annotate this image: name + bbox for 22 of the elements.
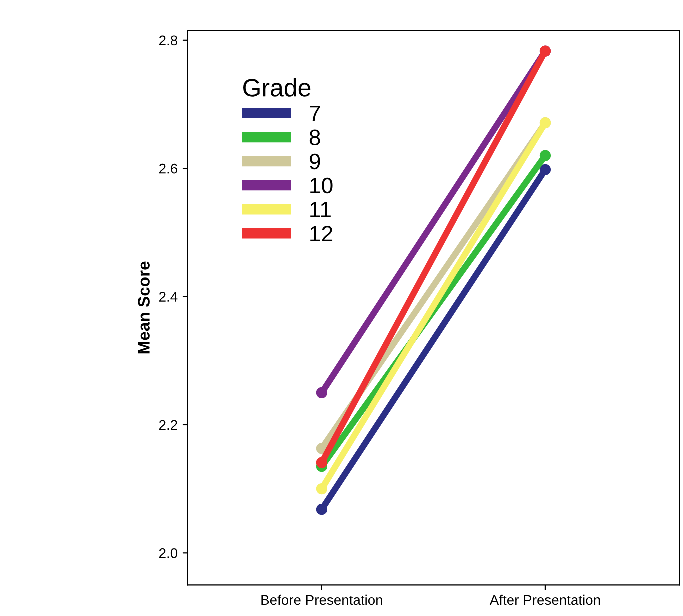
legend-title: Grade [244, 78, 311, 97]
y-tick-label: 2.2 [159, 420, 178, 430]
y-tick-label: 2.8 [159, 36, 178, 46]
legend-label: 8 [310, 130, 320, 146]
point [316, 484, 328, 495]
x-tick-label: Before Presentation [262, 594, 382, 606]
legend-label: 10 [310, 178, 333, 194]
legend-label: 11 [310, 202, 331, 218]
y-tick-label: 2.0 [159, 548, 178, 558]
y-tick-label: 2.4 [159, 292, 178, 302]
legend-label: 7 [310, 106, 320, 122]
x-tick-label: After Presentation [490, 594, 600, 606]
point [540, 164, 552, 176]
point [316, 457, 328, 468]
y-tick-label: 2.6 [159, 164, 178, 174]
point [316, 387, 328, 398]
legend-label: 12 [310, 226, 333, 242]
point [540, 150, 552, 162]
point [316, 504, 328, 516]
legend-label: 9 [310, 154, 320, 170]
point [316, 443, 328, 454]
y-axis-title: Mean Score [138, 262, 150, 354]
